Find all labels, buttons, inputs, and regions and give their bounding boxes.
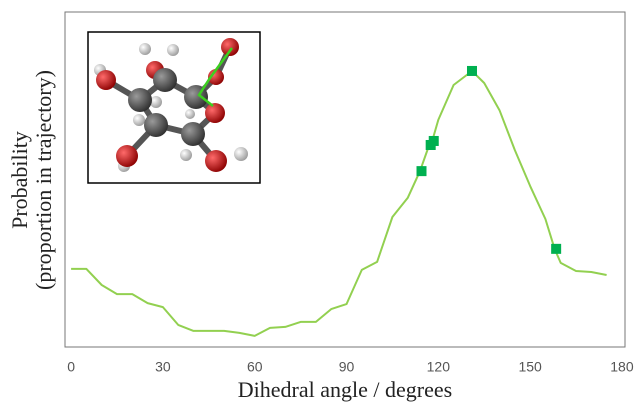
molecule-inset [88,32,260,183]
y-axis-label: (proportion in trajectory) [31,70,56,290]
x-axis-label: Dihedral angle / degrees [238,377,452,402]
y-axis-label: Probability [7,131,32,229]
chart: Dihedral angle / degrees Probability (pr… [0,0,638,404]
marker [467,66,477,76]
x-tick-label: 150 [518,359,542,375]
x-tick-label: 120 [427,359,451,375]
x-tick-label: 60 [247,359,263,375]
marker [429,136,439,146]
x-tick-label: 180 [610,359,634,375]
x-tick-label: 30 [155,359,171,375]
marker [551,244,561,254]
x-tick-label: 90 [339,359,355,375]
x-tick-label: 0 [67,359,75,375]
marker [417,166,427,176]
